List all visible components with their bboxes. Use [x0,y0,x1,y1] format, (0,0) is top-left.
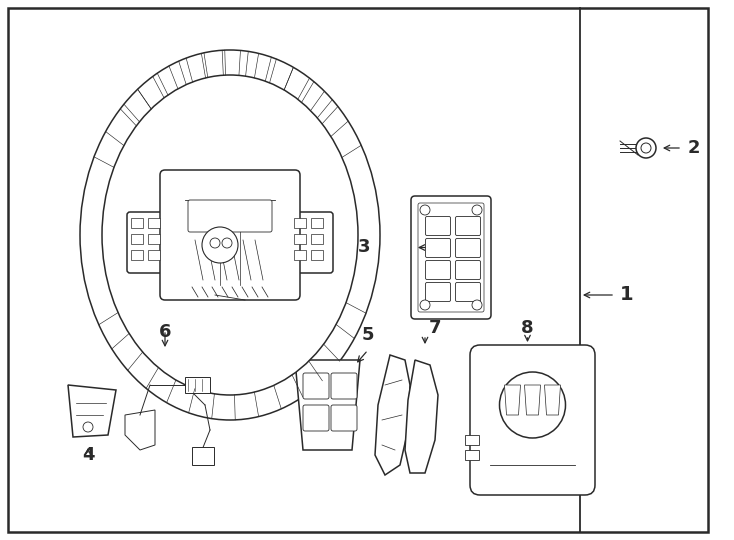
Bar [465,450,479,460]
Bar [294,234,306,244]
Bar [465,435,479,445]
Bar [311,250,323,260]
Text: 3: 3 [357,239,370,256]
FancyBboxPatch shape [470,345,595,495]
Polygon shape [504,385,520,415]
Circle shape [420,205,430,215]
Text: 2: 2 [688,139,700,157]
Polygon shape [125,410,155,450]
Circle shape [210,238,220,248]
Text: 5: 5 [362,326,374,344]
FancyBboxPatch shape [426,260,451,280]
Circle shape [202,227,238,263]
Bar [185,377,210,393]
Polygon shape [68,385,116,437]
FancyBboxPatch shape [418,203,484,312]
Bar [131,234,143,244]
FancyBboxPatch shape [160,170,300,300]
Circle shape [500,372,565,438]
FancyBboxPatch shape [303,373,329,399]
FancyBboxPatch shape [426,239,451,258]
Bar [192,447,214,465]
Text: 6: 6 [159,323,171,341]
Bar [311,234,323,244]
Text: 8: 8 [521,319,534,337]
Text: 4: 4 [81,446,94,464]
Polygon shape [375,355,410,475]
Bar [294,250,306,260]
FancyBboxPatch shape [188,200,272,232]
FancyBboxPatch shape [456,217,481,235]
Ellipse shape [80,50,380,420]
FancyBboxPatch shape [331,405,357,431]
Bar [131,250,143,260]
FancyBboxPatch shape [456,260,481,280]
FancyBboxPatch shape [456,282,481,301]
FancyBboxPatch shape [456,239,481,258]
Bar [148,250,160,260]
Circle shape [472,300,482,310]
FancyBboxPatch shape [426,282,451,301]
Polygon shape [405,360,438,473]
Bar [311,218,323,228]
FancyBboxPatch shape [303,405,329,431]
FancyBboxPatch shape [287,212,333,273]
FancyBboxPatch shape [411,196,491,319]
FancyBboxPatch shape [127,212,173,273]
Circle shape [420,300,430,310]
Circle shape [641,143,651,153]
Bar [148,218,160,228]
Bar [131,218,143,228]
Circle shape [472,205,482,215]
Polygon shape [545,385,561,415]
Ellipse shape [636,138,656,158]
FancyBboxPatch shape [426,217,451,235]
Text: 7: 7 [429,319,441,337]
Polygon shape [525,385,540,415]
Bar [294,218,306,228]
Circle shape [222,238,232,248]
FancyBboxPatch shape [331,373,357,399]
Bar [148,234,160,244]
Ellipse shape [102,75,358,395]
Polygon shape [295,360,360,450]
Circle shape [83,422,93,432]
Text: 1: 1 [620,286,633,305]
